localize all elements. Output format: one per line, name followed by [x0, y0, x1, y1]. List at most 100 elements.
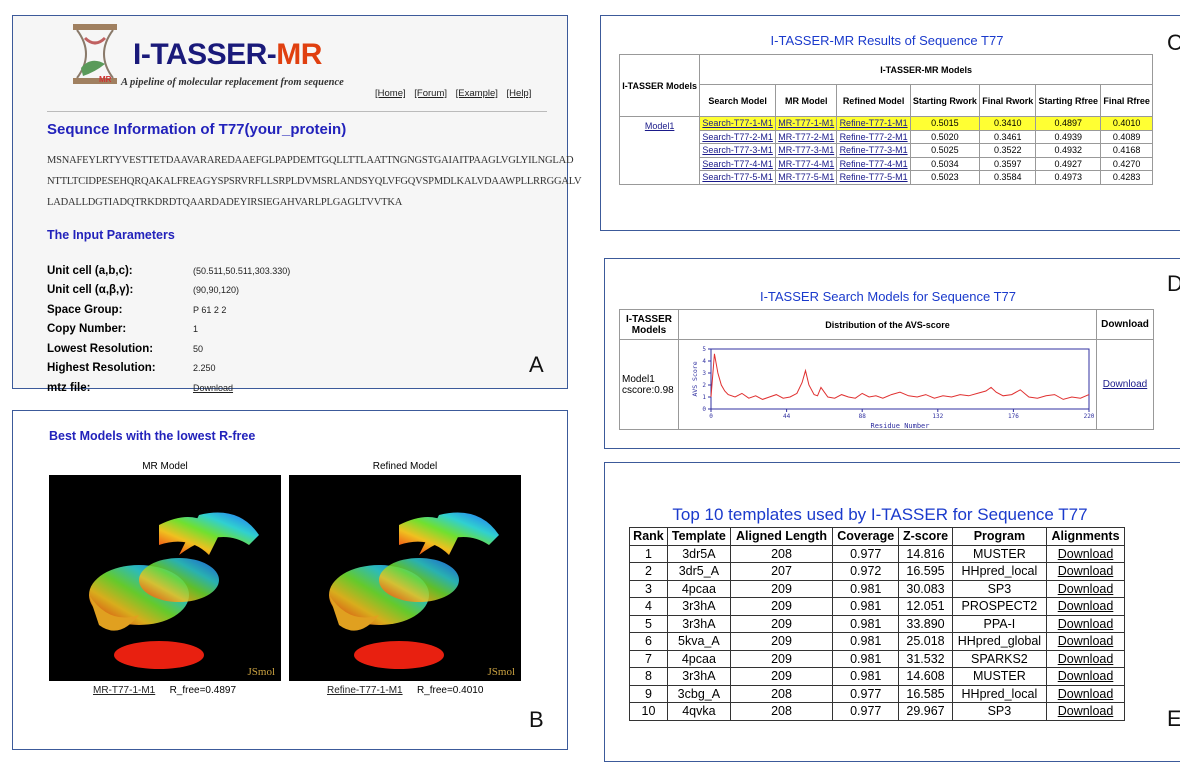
panel-title: Top 10 templates used by I-TASSER for Se…: [629, 505, 1131, 525]
x-tick-label: 132: [932, 413, 943, 420]
model-link[interactable]: Search-T77-1-M1: [700, 117, 776, 131]
cell: 209: [730, 668, 832, 686]
score-cell: 0.4939: [1036, 130, 1101, 144]
param-row: Copy Number:1: [47, 320, 290, 340]
header-cell: Template: [667, 528, 730, 546]
cell: 16.585: [899, 685, 952, 703]
download-link[interactable]: Download: [1047, 580, 1125, 598]
param-value: 2.250: [193, 359, 290, 379]
x-tick-label: 176: [1008, 413, 1019, 420]
header-cell: MR Model: [776, 85, 837, 117]
download-link[interactable]: Download: [1047, 685, 1125, 703]
param-value: 50: [193, 339, 290, 359]
model-link[interactable]: Refine-T77-3-M1: [837, 144, 910, 158]
param-label: Unit cell (a,b,c):: [47, 261, 193, 281]
model-link[interactable]: MR-T77-3-M1: [776, 144, 837, 158]
x-tick-label: 44: [783, 413, 791, 420]
header-cell: Download: [1097, 310, 1154, 340]
header-cell: Final Rwork: [980, 85, 1036, 117]
data-row: 74pcaa2090.98131.532SPARKS2Download: [630, 650, 1125, 668]
model-link[interactable]: Refine-T77-2-M1: [837, 130, 910, 144]
model-link[interactable]: Refine-T77-4-M1: [837, 157, 910, 171]
model-link[interactable]: MR-T77-1-M1: [776, 117, 837, 131]
model-link[interactable]: Search-T77-2-M1: [700, 130, 776, 144]
data-row: Search-T77-2-M1MR-T77-2-M1Refine-T77-2-M…: [620, 130, 1153, 144]
data-row: 13dr5A2080.97714.816MUSTERDownload: [630, 545, 1125, 563]
model-link[interactable]: Refine-T77-5-M1: [837, 171, 910, 185]
templates-table: RankTemplateAligned LengthCoverageZ-scor…: [629, 527, 1125, 721]
cscore: cscore:0.98: [622, 385, 674, 396]
model-link[interactable]: MR-T77-5-M1: [776, 171, 837, 185]
model-link[interactable]: Search-T77-3-M1: [700, 144, 776, 158]
nav-link[interactable]: [Example]: [456, 88, 498, 99]
param-value: P 61 2 2: [193, 300, 290, 320]
download-link[interactable]: Download: [1047, 633, 1125, 651]
model-link[interactable]: Search-T77-4-M1: [700, 157, 776, 171]
param-value: (90,90,120): [193, 281, 290, 301]
cell: 5: [630, 615, 668, 633]
panel-letter: C: [1167, 30, 1180, 56]
caption: Refine-T77-1-M1 R_free=0.4010: [327, 685, 483, 696]
download-link[interactable]: Download: [1047, 545, 1125, 563]
score-cell: 0.4089: [1101, 130, 1153, 144]
sequence-line: NTTLTCIDPESEHQRQAKALFREAGYSPSRVRFLLSRPLD…: [47, 171, 581, 192]
panel-d: I-TASSER Search Models for Sequence T77 …: [604, 258, 1180, 449]
model-link[interactable]: MR-T77-1-M1: [93, 685, 155, 696]
download-link[interactable]: Download: [1047, 703, 1125, 721]
model-link[interactable]: MR-T77-4-M1: [776, 157, 837, 171]
nav-link[interactable]: [Help]: [507, 88, 532, 99]
score-cell: 0.4270: [1101, 157, 1153, 171]
nav-link[interactable]: [Home]: [375, 88, 406, 99]
param-label: mtz file:: [47, 378, 193, 398]
param-value[interactable]: Download: [193, 378, 290, 398]
nav: [Home] [Forum] [Example] [Help]: [375, 88, 531, 99]
score-cell: 0.4932: [1036, 144, 1101, 158]
model-link[interactable]: MR-T77-2-M1: [776, 130, 837, 144]
download-link[interactable]: Download: [1047, 650, 1125, 668]
header-cell: Program: [952, 528, 1046, 546]
model-cell[interactable]: Model1: [620, 117, 700, 185]
nav-link[interactable]: [Forum]: [414, 88, 447, 99]
x-tick-label: 88: [859, 413, 867, 420]
param-label: Lowest Resolution:: [47, 339, 193, 359]
download-link[interactable]: Download: [1047, 598, 1125, 616]
model-link[interactable]: Refine-T77-1-M1: [837, 117, 910, 131]
cell: 33.890: [899, 615, 952, 633]
model-link[interactable]: Search-T77-5-M1: [700, 171, 776, 185]
y-tick-label: 3: [702, 370, 706, 377]
param-row: Lowest Resolution:50: [47, 339, 290, 359]
y-tick-label: 2: [702, 382, 706, 389]
cell: 9: [630, 685, 668, 703]
cell: 29.967: [899, 703, 952, 721]
panel-e: Top 10 templates used by I-TASSER for Se…: [604, 462, 1180, 762]
param-value: (50.511,50.511,303.330): [193, 261, 290, 281]
cell: 3: [630, 580, 668, 598]
score-cell: 0.5025: [910, 144, 979, 158]
model-link[interactable]: Refine-T77-1-M1: [327, 685, 403, 696]
header-cell: Aligned Length: [730, 528, 832, 546]
download-link[interactable]: Download: [1047, 615, 1125, 633]
cell: 0.981: [833, 668, 899, 686]
mr-model-view: JSmol: [49, 475, 281, 681]
cell: 30.083: [899, 580, 952, 598]
cell: 8: [630, 668, 668, 686]
plot-frame: [711, 349, 1089, 409]
score-cell: 0.4168: [1101, 144, 1153, 158]
header-cell: I-TASSER-MR Models: [700, 55, 1153, 85]
download-link[interactable]: Download: [1047, 563, 1125, 581]
header-cell: Starting Rfree: [1036, 85, 1101, 117]
download-link[interactable]: Download: [1047, 668, 1125, 686]
results-table: I-TASSER ModelsI-TASSER-MR Models Search…: [619, 54, 1153, 185]
cell: 209: [730, 580, 832, 598]
score-cell: 0.4973: [1036, 171, 1101, 185]
cell: 1: [630, 545, 668, 563]
avs-line: [711, 354, 1089, 400]
cell: 3dr5_A: [667, 563, 730, 581]
params-table: Unit cell (a,b,c):(50.511,50.511,303.330…: [47, 261, 290, 398]
sequence-line: LADALLDGTIADQTRKDRDTQAARDADEYIRSIEGAHVAR…: [47, 192, 581, 213]
cell: 10: [630, 703, 668, 721]
param-row: mtz file:Download: [47, 378, 290, 398]
x-axis-label: Residue Number: [870, 422, 929, 430]
cell: 0.981: [833, 598, 899, 616]
